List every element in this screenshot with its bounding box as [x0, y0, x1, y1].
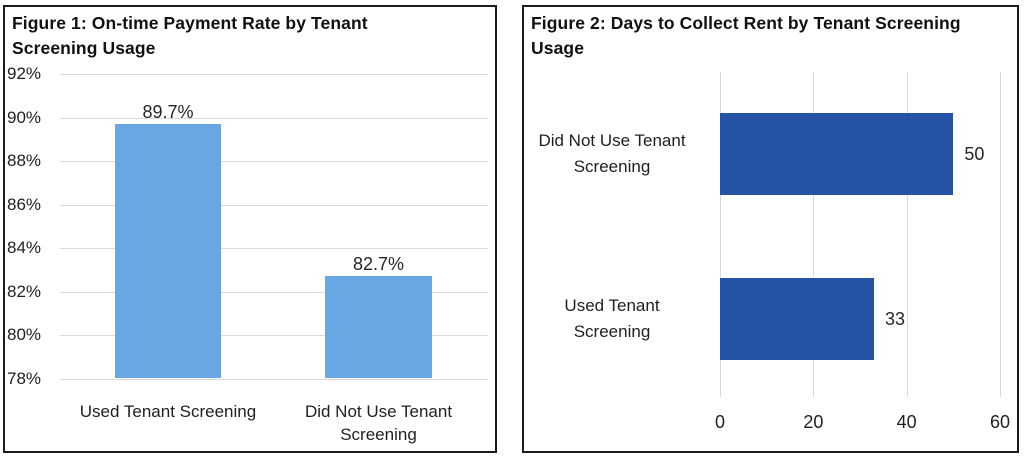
gridline: [60, 117, 488, 119]
y-tick-label: 82%: [7, 281, 42, 301]
y-tick-label: 86%: [7, 194, 42, 214]
value-label: 82.7%: [352, 254, 405, 275]
figure2-title: Figure 2: Days to Collect Rent by Tenant…: [531, 13, 961, 58]
category-label: Did Not Use Tenant Screening: [538, 131, 686, 176]
x-tick-label: 40: [896, 412, 917, 432]
value-label: 89.7%: [142, 102, 194, 123]
gridline: [1000, 72, 1001, 397]
gridline: [60, 335, 488, 336]
gridline: [720, 72, 721, 397]
x-tick-label: 20: [803, 412, 824, 432]
y-tick-label: 80%: [7, 325, 42, 344]
value-label: 50: [964, 144, 985, 164]
figure1-panel: Figure 1: On-time Payment Rate by Tenant…: [3, 5, 497, 453]
figure1-title: Figure 1: On-time Payment Rate by Tenant…: [12, 13, 368, 58]
gridline: [60, 161, 488, 162]
bar: [115, 124, 221, 379]
gridline: [813, 72, 815, 397]
category-label: Used Tenant Screening: [564, 296, 660, 341]
gridline: [60, 378, 488, 380]
y-tick-label: 84%: [7, 238, 42, 257]
gridline: [906, 72, 908, 397]
gridline: [60, 291, 488, 293]
category-label: Used Tenant Screening: [79, 401, 257, 421]
x-tick-label: 60: [989, 412, 1011, 432]
y-tick-label: 90%: [7, 107, 42, 127]
y-tick-label: 88%: [7, 151, 42, 170]
bar: [720, 278, 874, 360]
y-tick-label: 92%: [7, 64, 42, 83]
bar: [720, 113, 954, 195]
gridline: [60, 74, 488, 75]
gridline: [60, 204, 488, 206]
gridline: [60, 248, 488, 249]
figure2-panel: Figure 2: Days to Collect Rent by Tenant…: [522, 5, 1019, 453]
value-label: 33: [885, 309, 906, 329]
y-tick-label: 78%: [7, 368, 42, 388]
x-tick-label: 0: [714, 412, 725, 432]
bar: [325, 276, 432, 379]
category-label: Did Not Use Tenant Screening: [304, 401, 453, 444]
